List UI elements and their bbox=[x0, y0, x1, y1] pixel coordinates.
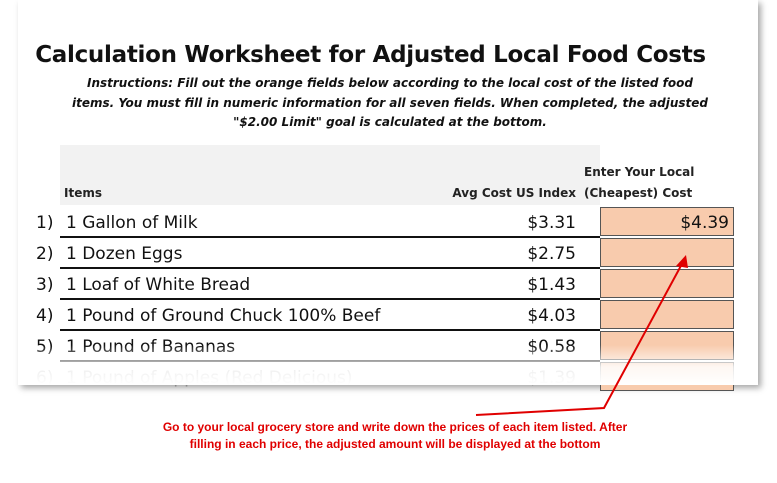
worksheet-title: Calculation Worksheet for Adjusted Local… bbox=[35, 42, 706, 68]
table-row: 2) 1 Dozen Eggs $2.75 bbox=[30, 238, 736, 269]
avg-cost-value: $3.31 bbox=[527, 213, 576, 233]
instructions-line-1: Instructions: Fill out the orange fields… bbox=[87, 76, 693, 90]
table-row: 3) 1 Loaf of White Bread $1.43 bbox=[30, 269, 736, 300]
column-header-local-cost: Enter Your Local (Cheapest) Cost bbox=[584, 162, 694, 204]
item-name: 1 Dozen Eggs bbox=[66, 244, 183, 264]
row-number: 2) bbox=[36, 244, 54, 264]
local-cost-input-beef[interactable] bbox=[600, 300, 734, 329]
row-underline bbox=[60, 267, 600, 269]
callout-line-1: Go to your local grocery store and write… bbox=[162, 420, 628, 434]
header-background bbox=[60, 145, 600, 205]
column-header-local-line-2: (Cheapest) Cost bbox=[584, 186, 693, 200]
item-name: 1 Pound of Ground Chuck 100% Beef bbox=[66, 306, 381, 326]
row-number: 3) bbox=[36, 275, 54, 295]
row-underline bbox=[60, 298, 600, 300]
row-number: 4) bbox=[36, 306, 54, 326]
avg-cost-value: $2.75 bbox=[527, 244, 576, 264]
table-row: 1) 1 Gallon of Milk $3.31 $4.39 bbox=[30, 207, 736, 238]
item-name: 1 Gallon of Milk bbox=[66, 213, 198, 233]
local-cost-input-bread[interactable] bbox=[600, 269, 734, 298]
column-header-items: Items bbox=[64, 186, 102, 200]
local-cost-input-milk[interactable]: $4.39 bbox=[600, 207, 734, 236]
callout-line-2: filling in each price, the adjusted amou… bbox=[189, 437, 601, 451]
instructions-line-2: items. You must fill in numeric informat… bbox=[71, 95, 709, 110]
avg-cost-value: $1.43 bbox=[527, 275, 576, 295]
item-name: 1 Loaf of White Bread bbox=[66, 275, 251, 295]
table-row: 4) 1 Pound of Ground Chuck 100% Beef $4.… bbox=[30, 300, 736, 331]
column-header-avg-cost: Avg Cost US Index bbox=[452, 186, 576, 200]
local-cost-input-eggs[interactable] bbox=[600, 238, 734, 267]
avg-cost-value: $4.03 bbox=[527, 306, 576, 326]
callout-text: Go to your local grocery store and write… bbox=[60, 419, 730, 453]
row-number: 1) bbox=[36, 213, 54, 233]
row-underline bbox=[60, 236, 600, 238]
column-header-local-line-1: Enter Your Local bbox=[584, 165, 695, 179]
instructions-text: Instructions: Fill out the orange fields… bbox=[60, 74, 720, 133]
instructions-line-3: "$2.00 Limit" goal is calculated at the … bbox=[233, 115, 547, 129]
row-underline bbox=[60, 329, 600, 331]
